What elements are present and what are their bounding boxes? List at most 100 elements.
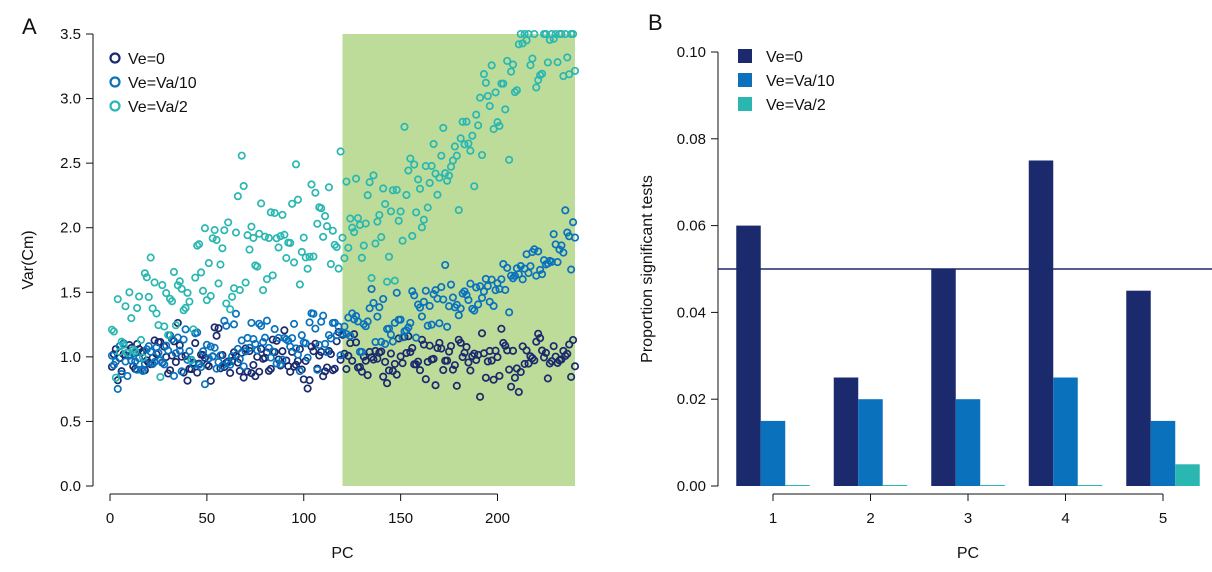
- scatter-point: [228, 292, 237, 301]
- scatter-point: [367, 284, 376, 294]
- scatter-point: [412, 208, 421, 217]
- scatter-point: [235, 366, 244, 375]
- scatter-point: [431, 286, 440, 295]
- scatter-point: [185, 297, 194, 306]
- scatter-point: [437, 282, 446, 292]
- scatter-point: [386, 207, 395, 216]
- scatter-point: [148, 359, 157, 369]
- scatter-point: [415, 303, 425, 312]
- scatter-point: [278, 210, 287, 219]
- scatter-point: [253, 346, 262, 355]
- scatter-point: [565, 340, 574, 349]
- bar-ve-0: [931, 269, 956, 486]
- scatter-point: [249, 233, 258, 242]
- scatter-point: [255, 367, 264, 376]
- scatter-point: [253, 262, 262, 271]
- scatter-point: [346, 331, 355, 340]
- scatter-point: [367, 274, 376, 283]
- scatter-point: [406, 347, 415, 357]
- scatter-point: [381, 357, 390, 366]
- scatter-point: [293, 350, 302, 359]
- x-tick-label: 0: [106, 510, 114, 527]
- scatter-point: [158, 281, 167, 290]
- scatter-axes: 0.0 0.5 1.0 1.5 2.0 2.5 3.0 3.5 0 50 100 150 200 PC Va…: [20, 26, 510, 562]
- scatter-point: [123, 371, 132, 381]
- scatter-point: [495, 371, 504, 380]
- scatter-point: [262, 275, 271, 284]
- scatter-point: [183, 376, 192, 385]
- scatter-point: [313, 219, 322, 228]
- scatter-point: [241, 278, 250, 287]
- scatter-point: [344, 243, 353, 252]
- scatter-point: [499, 79, 508, 88]
- scatter-point: [336, 355, 345, 364]
- scatter-point: [295, 367, 304, 376]
- scatter-point: [425, 341, 434, 350]
- x-tick-label: 200: [485, 510, 510, 527]
- scatter-point: [220, 226, 229, 235]
- scatter-point: [543, 58, 552, 67]
- scatter-point: [392, 370, 401, 379]
- scatter-point: [481, 78, 490, 87]
- scatter-point: [454, 206, 463, 215]
- scatter-point: [290, 362, 299, 371]
- y-axis-title: Var(Cm): [20, 230, 37, 289]
- scatter-point: [326, 260, 335, 269]
- scatter-point: [319, 232, 328, 241]
- scatter-point: [344, 351, 353, 360]
- scatter-point: [125, 288, 134, 297]
- scatter-point: [262, 316, 271, 325]
- scatter-point: [357, 347, 366, 356]
- scatter-point: [530, 29, 539, 39]
- scatter-point: [398, 236, 407, 245]
- scatter-point: [483, 282, 492, 291]
- scatter-point: [497, 324, 506, 333]
- scatter-point: [369, 298, 378, 308]
- scatter-point: [175, 341, 184, 350]
- scatter-point: [357, 367, 366, 376]
- scatter-point: [390, 276, 399, 285]
- scatter-point: [303, 264, 312, 273]
- panel-a-letter: A: [22, 14, 37, 39]
- scatter-point: [450, 361, 459, 370]
- scatter-point: [386, 349, 395, 358]
- scatter-point: [437, 344, 446, 353]
- scatter-point: [321, 367, 330, 376]
- scatter-point: [177, 284, 186, 293]
- scatter-point: [375, 210, 384, 220]
- legend-marker: [109, 52, 121, 64]
- scatter-point: [138, 353, 147, 362]
- scatter-point: [415, 184, 425, 193]
- bar-ve-va-2: [980, 485, 1005, 486]
- scatter-point: [288, 334, 297, 343]
- scatter-point: [390, 359, 399, 368]
- scatter-point: [439, 365, 448, 375]
- scatter-point: [268, 347, 277, 356]
- scatter-point: [278, 355, 287, 364]
- scatter-point: [538, 69, 547, 78]
- scatter-point: [384, 252, 394, 261]
- legend-label: Ve=Va/10: [128, 75, 197, 92]
- scatter-point: [348, 223, 357, 232]
- bar-ve-0: [1028, 160, 1054, 486]
- scatter-point: [185, 347, 194, 356]
- scatter-point: [148, 304, 157, 313]
- scatter-point: [160, 322, 169, 331]
- scatter-point: [464, 358, 473, 367]
- scatter-point: [477, 329, 487, 338]
- scatter-point: [352, 174, 361, 183]
- scatter-point: [476, 93, 485, 102]
- panel-b-letter: B: [648, 10, 663, 35]
- scatter-point: [561, 206, 570, 215]
- scatter-point: [429, 139, 438, 149]
- scatter-point: [311, 188, 320, 197]
- scatter-point: [257, 321, 266, 330]
- scatter-point: [198, 347, 208, 356]
- scatter-point: [245, 245, 254, 254]
- y-tick-label: 3.5: [60, 26, 81, 43]
- scatter-point: [371, 239, 380, 248]
- y-tick-label: 3.0: [60, 91, 81, 108]
- scatter-point: [286, 238, 295, 247]
- scatter-point: [534, 247, 543, 256]
- x-tick-label: 4: [1061, 510, 1069, 527]
